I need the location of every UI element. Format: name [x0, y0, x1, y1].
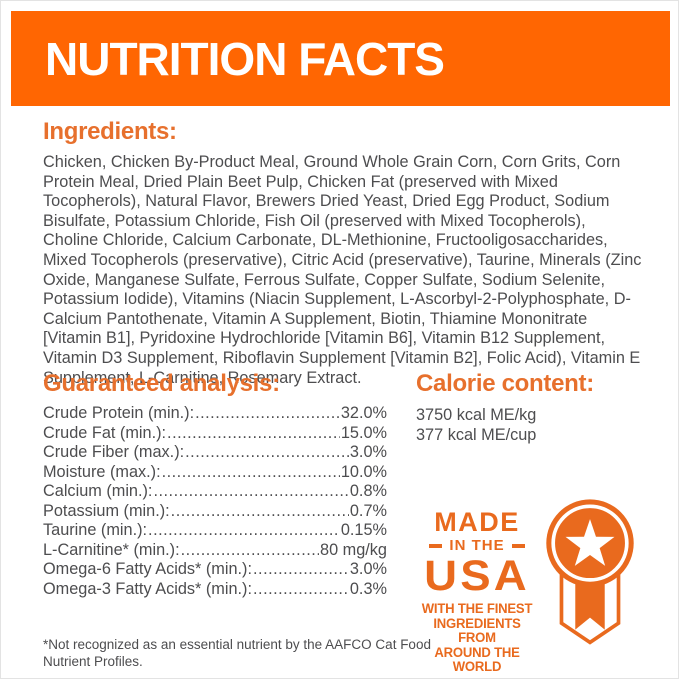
analysis-row: Crude Fat (min.): 15.0% — [43, 424, 387, 444]
usa-subtext-line: WITH THE FINEST — [421, 601, 533, 616]
analysis-value: 10.0% — [340, 462, 387, 481]
analysis-value: 80 mg/kg — [320, 540, 387, 559]
dotted-leader — [162, 463, 340, 483]
dash-right-icon — [511, 543, 525, 548]
analysis-value: 0.7% — [349, 501, 387, 520]
ingredients-heading: Ingredients: — [43, 118, 177, 145]
dotted-leader — [253, 580, 349, 600]
analysis-value: 3.0% — [349, 560, 387, 578]
analysis-label: Calcium (min.): — [43, 482, 153, 500]
dotted-leader — [195, 404, 340, 424]
analysis-row: Crude Protein (min.): 32.0% — [43, 404, 387, 424]
usa-line-made: MADE — [434, 507, 520, 537]
calorie-line-kg: 3750 kcal ME/kg — [416, 406, 537, 424]
analysis-value: 15.0% — [340, 423, 387, 442]
analysis-label: Omega-6 Fatty Acids* (min.): — [43, 560, 253, 578]
dotted-leader — [153, 482, 348, 502]
analysis-label: L-Carnitine* (min.): — [43, 540, 180, 559]
dash-left-icon — [429, 543, 443, 548]
analysis-row: Omega-6 Fatty Acids* (min.): 3.0% — [43, 560, 387, 580]
star-ribbon-badge-icon — [544, 497, 636, 654]
page-title: NUTRITION FACTS — [45, 32, 445, 85]
usa-line-usa: USA — [424, 552, 530, 600]
dotted-leader — [181, 541, 319, 561]
analysis-value: 0.3% — [349, 579, 387, 598]
analysis-label: Taurine (min.): — [43, 521, 148, 539]
analysis-value: 0.15% — [340, 521, 387, 539]
guaranteed-analysis-table: Crude Protein (min.): 32.0% Crude Fat (mi… — [43, 404, 387, 599]
dotted-leader — [253, 560, 349, 580]
analysis-row: L-Carnitine* (min.): 80 mg/kg — [43, 541, 387, 561]
calorie-content-heading: Calorie content: — [416, 370, 594, 397]
analysis-value: 3.0% — [349, 443, 387, 461]
dotted-leader — [171, 502, 349, 522]
dotted-leader — [167, 424, 340, 444]
usa-subtext-line: INGREDIENTS FROM — [433, 615, 521, 645]
usa-in-the-label: IN THE — [449, 537, 505, 554]
usa-line-in-the: IN THE — [413, 537, 541, 554]
header-bar: NUTRITION FACTS — [11, 11, 670, 106]
analysis-label: Crude Fiber (max.): — [43, 443, 185, 461]
analysis-label: Crude Protein (min.): — [43, 404, 195, 422]
analysis-row: Crude Fiber (max.): 3.0% — [43, 443, 387, 463]
aafco-footnote: *Not recognized as an essential nutrient… — [43, 637, 431, 669]
analysis-row: Potassium (min.): 0.7% — [43, 502, 387, 522]
usa-subtext-line: AROUND THE WORLD — [434, 644, 520, 674]
analysis-value: 0.8% — [349, 482, 387, 500]
calorie-content-values: 3750 kcal ME/kg 377 kcal ME/cup — [416, 405, 536, 445]
analysis-label: Potassium (min.): — [43, 501, 170, 520]
analysis-row: Omega-3 Fatty Acids* (min.): 0.3% — [43, 580, 387, 600]
calorie-line-cup: 377 kcal ME/cup — [416, 426, 537, 444]
analysis-label: Crude Fat (min.): — [43, 423, 167, 442]
analysis-value: 32.0% — [340, 404, 387, 422]
guaranteed-analysis-heading: Guaranteed analysis: — [43, 370, 280, 397]
analysis-row: Moisture (max.): 10.0% — [43, 463, 387, 483]
made-in-usa-text: MADE IN THE USA WITH THE FINEST INGREDIE… — [413, 508, 541, 675]
analysis-label: Moisture (max.): — [43, 462, 161, 481]
analysis-row: Calcium (min.): 0.8% — [43, 482, 387, 502]
ingredients-text: Chicken, Chicken By-Product Meal, Ground… — [43, 153, 642, 387]
usa-subtext: WITH THE FINEST INGREDIENTS FROM AROUND … — [415, 601, 539, 675]
dotted-leader — [185, 443, 349, 463]
analysis-label: Omega-3 Fatty Acids* (min.): — [43, 579, 253, 598]
analysis-row: Taurine (min.): 0.15% — [43, 521, 387, 541]
dotted-leader — [148, 521, 340, 541]
